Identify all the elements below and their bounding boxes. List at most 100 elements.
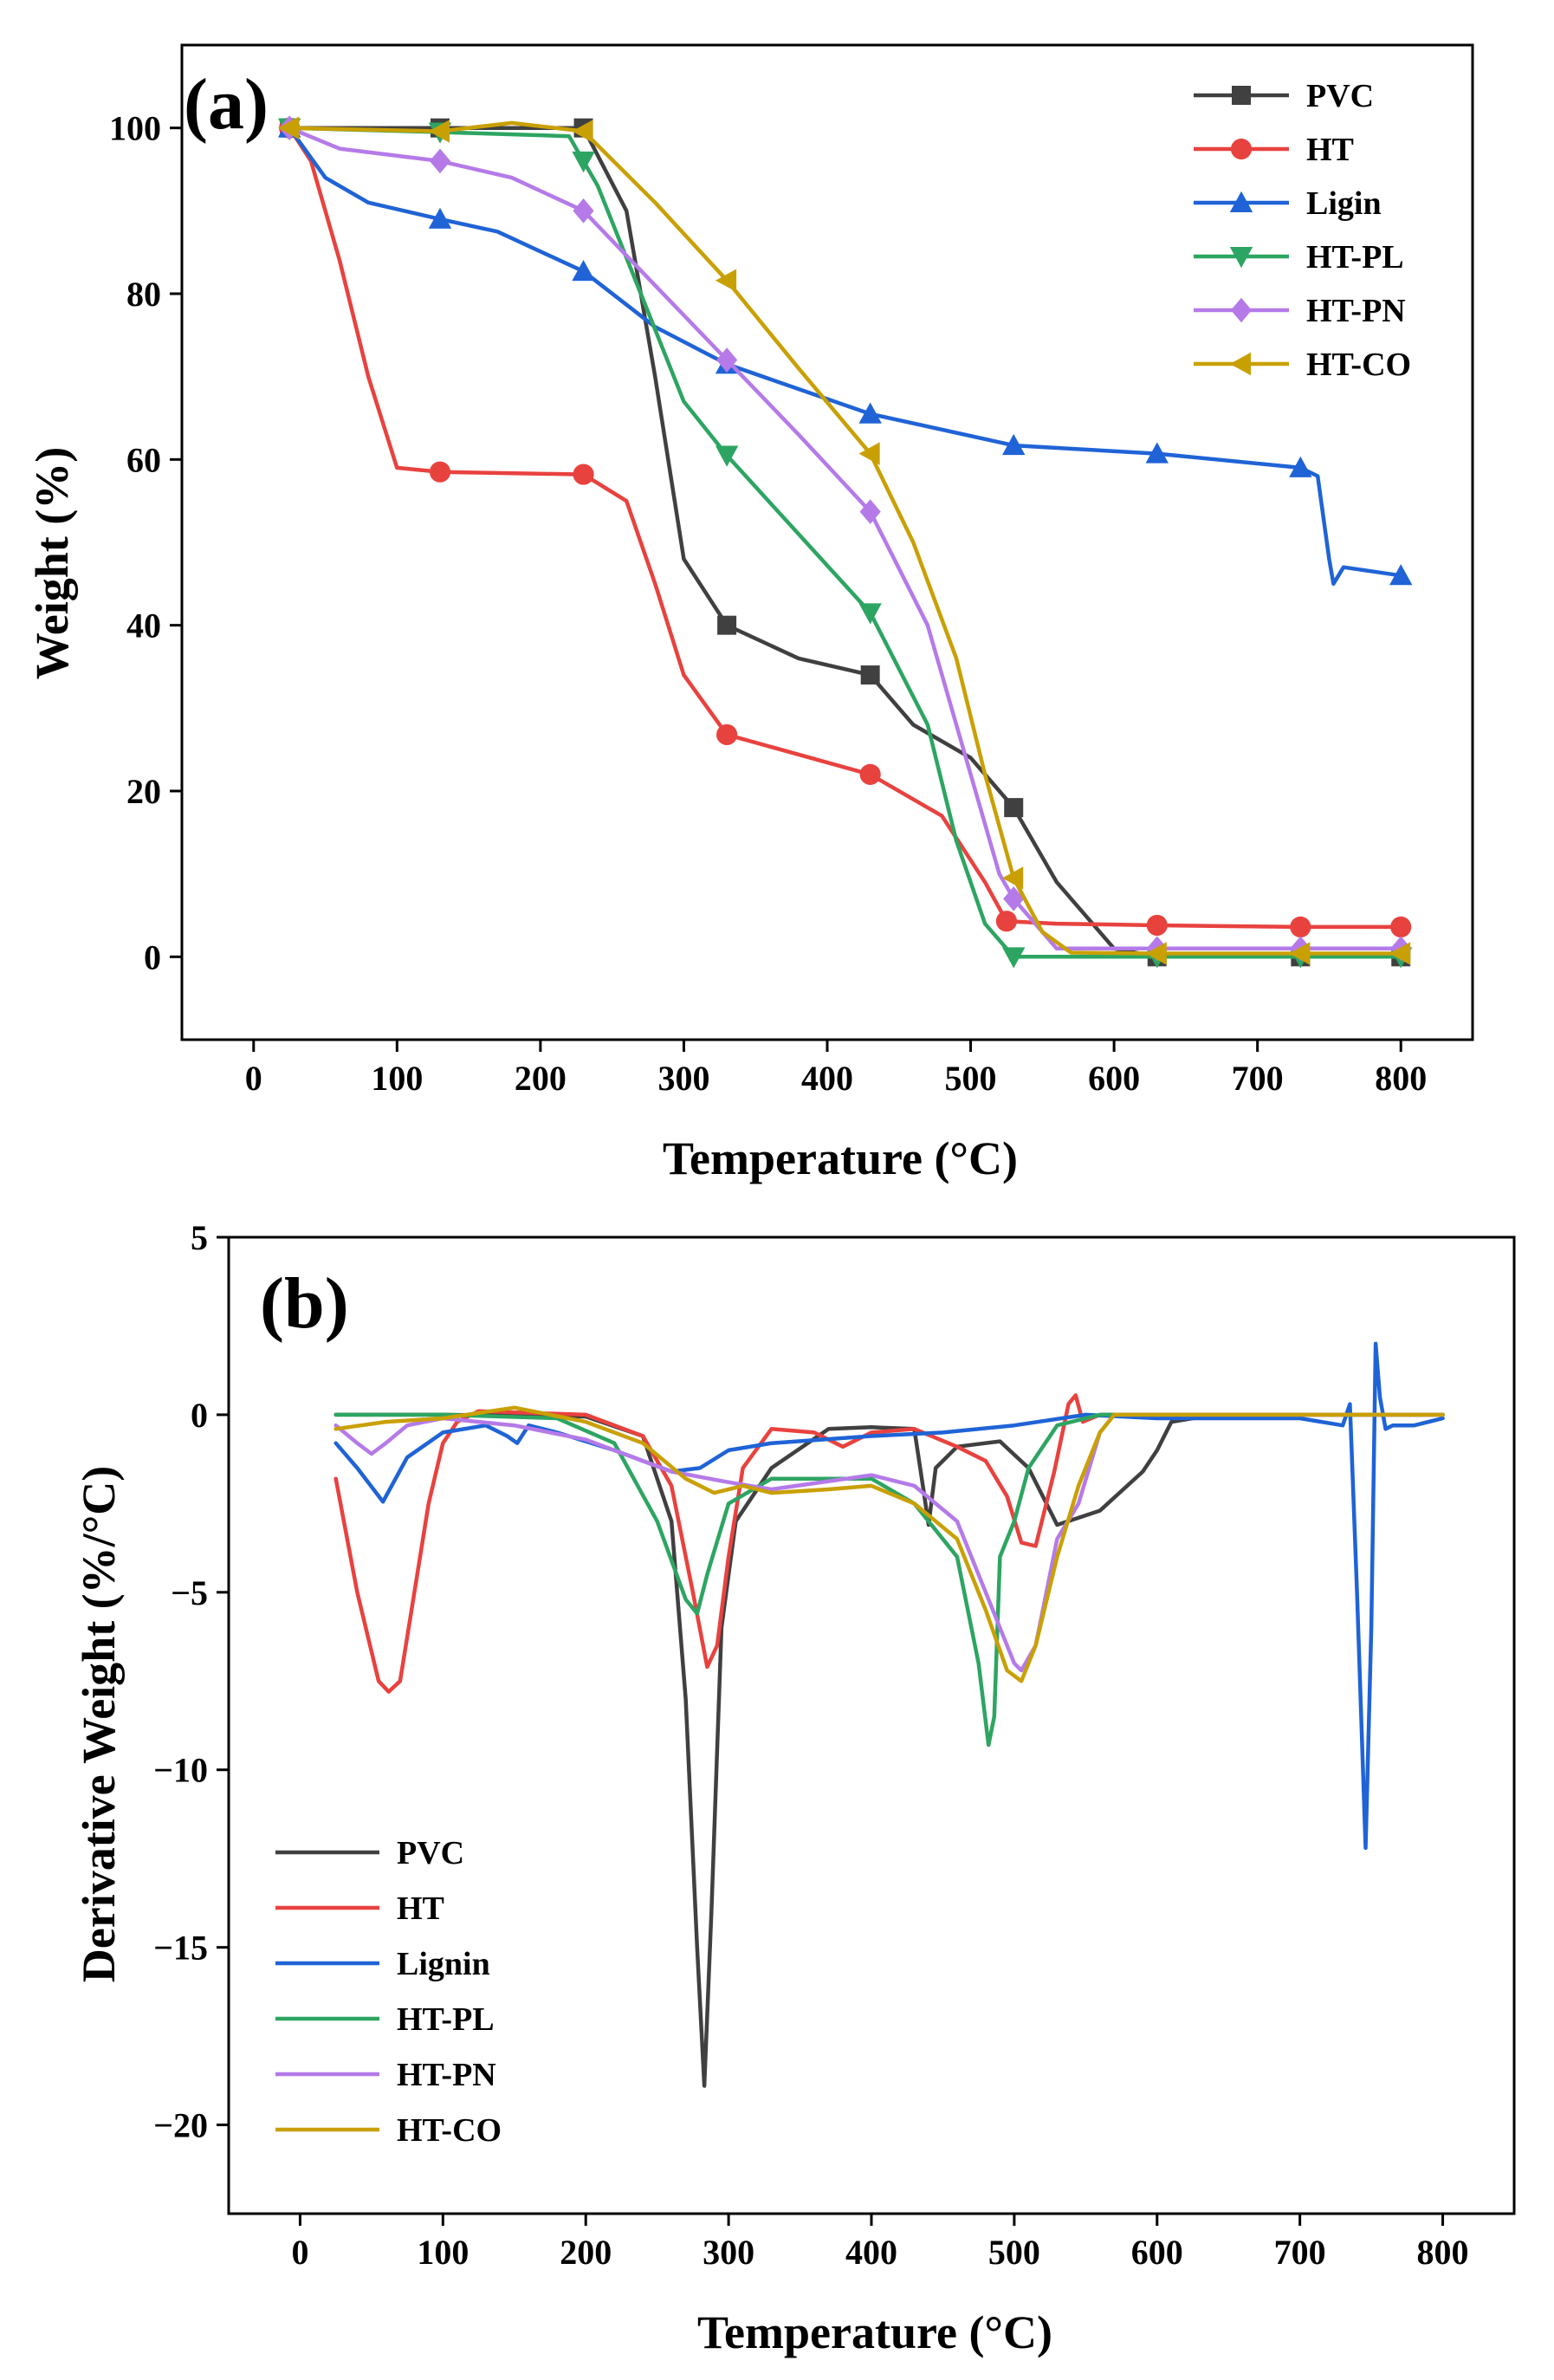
panel-a-axes: 0 100 200 300 400 500 600 700 800 0 20 40 60 80 100 — [109, 43, 1474, 1098]
panel-a-point-ligin-5 — [1002, 433, 1026, 456]
panel-b-x-tick-label-1: 100 — [417, 2233, 469, 2272]
panel-b-legend-label-ht: HT — [397, 1890, 444, 1927]
panel-a-y-tick-label-1: 20 — [126, 772, 161, 811]
panel-a-x-tick-label-2: 200 — [515, 1059, 567, 1098]
panel-a-x-tick-label-6: 600 — [1088, 1059, 1140, 1098]
panel-a-point-ht-3 — [716, 723, 738, 746]
panel-a-point-ht-pl-3 — [715, 445, 739, 467]
panel-a-series-line-ht — [287, 126, 1403, 930]
panel-a-point-ht-4 — [859, 763, 881, 785]
panel-b-label: (b) — [260, 1263, 349, 1344]
panel-b-axes: 0 100 200 300 400 500 600 700 800 5 0 −5 −10 −15 −20 — [153, 1218, 1516, 2272]
panel-a-point-ht-co-3 — [715, 269, 737, 292]
panel-a-legend: PVC HT Ligin HT-PL HT-PN HT-CO — [1194, 78, 1411, 383]
panel-a-point-pvc-4 — [860, 665, 880, 685]
panel-b-legend-label-ht-pl: HT-PL — [397, 2001, 495, 2038]
panel-b-x-tick-label-8: 800 — [1417, 2233, 1469, 2272]
panel-a-x-tick-label-5: 500 — [945, 1059, 997, 1098]
panel-a-point-ligin-8 — [1389, 564, 1413, 586]
panel-a-y-axis-title: Weight (%) — [26, 447, 78, 679]
panel-b-x-tick-label-3: 300 — [703, 2233, 754, 2272]
panel-b-legend-label-lignin: Lignin — [397, 1946, 490, 1982]
panel-a-series-line-ht-co — [287, 120, 1403, 956]
panel-b-x-tick-label-6: 600 — [1131, 2233, 1183, 2272]
panel-b-x-tick-label-0: 0 — [291, 2233, 308, 2272]
panel-b-derivative-chart: 0 100 200 300 400 500 600 700 800 5 0 −5 −10 −15 −20 P… — [73, 1218, 1516, 2358]
panel-a-y-tick-label-5: 100 — [109, 109, 161, 148]
panel-a-point-ht-co-5 — [1002, 866, 1024, 890]
panel-a-point-ht-pl-5 — [1002, 947, 1026, 969]
panel-a-point-ht-pl-2 — [572, 151, 595, 173]
panel-b-series-line-ht-pl — [333, 1412, 1445, 1748]
panel-a-x-tick-label-3: 300 — [657, 1059, 709, 1098]
panel-a-legend-label-ht-co: HT-CO — [1306, 347, 1411, 383]
panel-a-x-tick-label-1: 100 — [371, 1059, 423, 1098]
panel-b-legend-label-ht-pn: HT-PN — [397, 2057, 496, 2093]
panel-a-legend-marker-ht-co — [1229, 352, 1251, 376]
panel-b-series-line-ht — [333, 1393, 1445, 1694]
panel-a-legend-label-ht-pl: HT-PL — [1306, 239, 1404, 276]
panel-a-x-tick-label-4: 400 — [801, 1059, 853, 1098]
panel-a-series — [277, 115, 1413, 969]
panel-a-y-tick-label-0: 0 — [144, 937, 161, 976]
panel-a-point-ht-7 — [1290, 916, 1311, 937]
panel-a-point-ligin-7 — [1289, 456, 1312, 477]
panel-b-x-tick-label-2: 200 — [560, 2233, 612, 2272]
panel-b-y-tick-label-4: −15 — [153, 1929, 208, 1968]
panel-a-legend-marker-pvc — [1232, 86, 1251, 105]
panel-a-point-ht-pn-4 — [859, 499, 881, 524]
panel-a-point-ht-co-7 — [1289, 942, 1311, 965]
panel-a-point-ligin-2 — [572, 259, 595, 282]
panel-a-point-ht-6 — [1146, 914, 1168, 937]
panel-a-point-ligin-1 — [428, 207, 452, 229]
panel-b-x-tick-label-4: 400 — [845, 2233, 897, 2272]
panel-a-point-ht-co-4 — [858, 442, 880, 465]
panel-a-point-pvc-5 — [1004, 798, 1024, 818]
panel-a-point-ht-1 — [429, 461, 451, 483]
panel-b-y-tick-label-3: −10 — [153, 1751, 208, 1790]
panel-a-point-ht-co-1 — [428, 120, 450, 143]
panel-a-weight-chart: 0 100 200 300 400 500 600 700 800 0 20 40 60 80 100 PV… — [26, 43, 1474, 1184]
panel-b-y-tick-label-1: 0 — [191, 1396, 208, 1435]
panel-a-point-ht-5 — [995, 911, 1018, 932]
panel-a-x-tick-label-7: 700 — [1232, 1059, 1284, 1098]
panel-a-legend-marker-ht — [1230, 138, 1253, 160]
panel-a-point-ht-co-2 — [572, 120, 593, 143]
panel-a-y-tick-label-2: 40 — [126, 606, 161, 645]
panel-a-point-ht-co-6 — [1145, 942, 1167, 965]
panel-a-legend-label-pvc: PVC — [1306, 78, 1374, 114]
panel-a-point-ht-pn-2 — [573, 198, 594, 224]
panel-a-y-tick-label-3: 60 — [126, 440, 161, 479]
panel-b-y-axis-title: Derivative Weight (%/°C) — [73, 1466, 125, 1982]
panel-a-point-ht-pl-4 — [858, 603, 882, 625]
panel-b-y-tick-label-2: −5 — [171, 1573, 208, 1612]
panel-a-point-ht-co-8 — [1389, 942, 1411, 965]
panel-a-point-pvc-3 — [717, 615, 737, 635]
panel-b-x-axis-title: Temperature (°C) — [697, 2306, 1052, 2358]
panel-b-series-line-ht-co — [333, 1405, 1445, 1683]
panel-a-legend-label-ht: HT — [1306, 132, 1354, 168]
panel-a-point-ht-2 — [573, 464, 594, 485]
panel-a-legend-marker-ht-pl — [1229, 247, 1253, 269]
panel-a-point-ht-pn-1 — [429, 148, 451, 174]
panel-b-y-tick-label-5: −20 — [153, 2106, 208, 2145]
panel-b-legend-label-ht-co: HT-CO — [397, 2112, 502, 2149]
panel-a-y-tick-label-4: 80 — [126, 275, 161, 314]
panel-a-point-ht-pn-3 — [716, 347, 738, 373]
panel-a-point-ht-co-0 — [277, 116, 300, 139]
panel-a-x-axis-title: Temperature (°C) — [663, 1132, 1018, 1184]
panel-a-legend-label-ligin: Ligin — [1306, 185, 1382, 222]
panel-b-series — [333, 1341, 1445, 2088]
panel-a-x-tick-label-8: 800 — [1375, 1059, 1427, 1098]
panel-a-legend-marker-ligin — [1229, 191, 1253, 212]
panel-b-legend: PVC HT Lignin HT-PL HT-PN HT-CO — [275, 1835, 502, 2149]
panel-a-point-ht-pn-5 — [1003, 886, 1025, 911]
panel-b-legend-label-pvc: PVC — [397, 1835, 464, 1871]
panel-a-label: (a) — [184, 64, 269, 145]
panel-b-x-tick-label-7: 700 — [1274, 2233, 1326, 2272]
panel-a-point-ligin-4 — [858, 402, 882, 424]
panel-b-series-line-lignin — [333, 1341, 1445, 1851]
panel-b-y-tick-label-0: 5 — [191, 1218, 208, 1257]
